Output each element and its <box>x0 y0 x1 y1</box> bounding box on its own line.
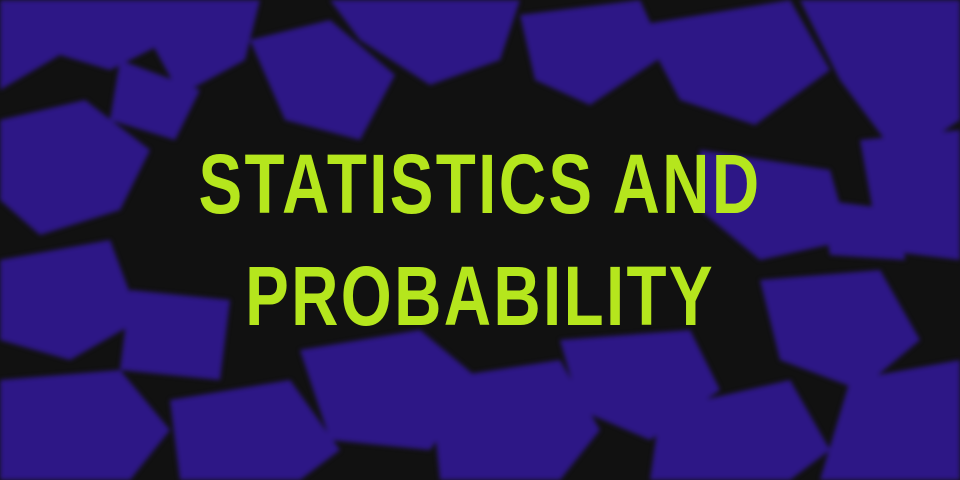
bg-shape <box>640 0 830 125</box>
bg-shape <box>820 360 960 480</box>
bg-shape <box>250 20 395 140</box>
bg-shape <box>700 150 850 260</box>
bg-shape <box>0 370 170 480</box>
bg-shape <box>40 160 100 215</box>
bg-shape <box>120 290 230 380</box>
title-line-2: PROBABILITY <box>245 249 715 343</box>
bg-shape <box>330 0 520 85</box>
bg-shape <box>650 380 830 480</box>
bg-shape <box>800 0 960 160</box>
bg-shape <box>110 60 200 140</box>
bg-shape <box>820 200 905 260</box>
bg-shape <box>0 0 170 90</box>
bg-shape <box>520 0 665 105</box>
title-block: STATISTICS AND PROBABILITY <box>0 128 960 352</box>
bg-shape <box>0 240 140 360</box>
bg-shape <box>170 380 340 480</box>
bg-shape <box>140 0 260 95</box>
title-line-1: STATISTICS AND <box>198 137 762 231</box>
bg-shape <box>760 270 920 390</box>
bg-shape <box>430 360 600 480</box>
